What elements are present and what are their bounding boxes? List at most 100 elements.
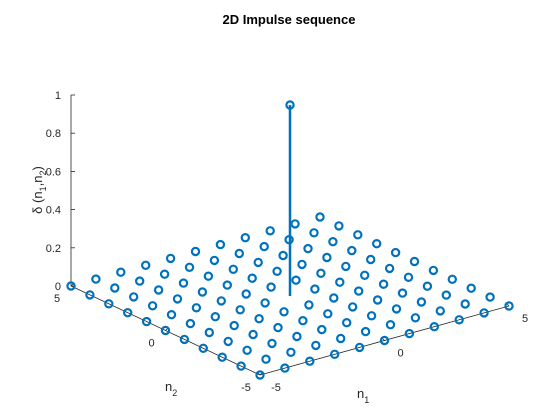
zero-marker [341, 261, 351, 272]
zero-marker [334, 221, 344, 231]
z-ticks: 0 0.2 0.4 0.6 0.8 1 [46, 90, 75, 293]
zero-marker [210, 312, 220, 322]
zero-marker [272, 266, 282, 276]
zero-marker [353, 230, 363, 240]
z-tick-label: 0.6 [46, 166, 61, 178]
zero-marker [428, 265, 439, 276]
zero-marker [322, 252, 332, 263]
zero-marker [217, 352, 227, 362]
zero-marker [198, 343, 208, 353]
zero-marker [460, 299, 470, 309]
zero-marker [291, 275, 301, 285]
z-tick-label: 0.2 [46, 243, 61, 255]
zero-marker [466, 283, 476, 293]
zero-marker [297, 259, 307, 270]
zero-marker [410, 313, 421, 323]
zero-marker [454, 315, 464, 325]
z-axis-label: δ (n1,n2) [30, 166, 48, 214]
zero-marker [360, 326, 371, 337]
zero-marker [128, 292, 139, 302]
zero-marker [153, 285, 164, 295]
zero-marker [235, 305, 245, 315]
zero-marker [197, 287, 208, 297]
zero-marker [190, 246, 201, 257]
zero-marker [255, 370, 265, 380]
zero-marker [191, 303, 202, 313]
zero-marker [234, 248, 244, 259]
zero-marker [404, 328, 415, 339]
zero-marker [91, 274, 101, 284]
zero-marker [216, 296, 226, 306]
zero-marker [298, 316, 308, 326]
n2-tick-label: 5 [54, 293, 60, 305]
zero-marker [236, 361, 246, 371]
zero-marker [147, 301, 158, 311]
z-tick-label: 1 [55, 90, 61, 102]
zero-marker [240, 232, 250, 243]
z-tick-label: 0 [55, 281, 61, 293]
zero-marker [278, 250, 288, 261]
n2-axis-label: n2 [165, 379, 177, 398]
zero-marker [242, 345, 252, 355]
zero-marker [110, 283, 120, 293]
zero-marker [247, 273, 257, 283]
zero-marker [379, 335, 390, 346]
zero-marker [391, 304, 402, 314]
zero-marker [140, 260, 151, 270]
zero-marker [435, 306, 445, 316]
zero-marker [273, 322, 283, 333]
zero-marker [354, 286, 364, 296]
zero-marker [209, 255, 220, 266]
zero-marker [134, 276, 145, 286]
zero-marker [223, 336, 233, 347]
zero-marker [311, 340, 321, 351]
zero-marker [372, 295, 383, 305]
zero-marker [166, 310, 177, 320]
n2-tick-label: -5 [241, 382, 251, 394]
zero-marker [280, 363, 290, 373]
n1-axis-label: n1 [357, 386, 369, 405]
zero-marker [416, 297, 427, 307]
impulse-marker [285, 100, 295, 110]
zero-marker [66, 281, 76, 291]
n2-tick-label: 0 [148, 338, 154, 350]
zero-marker [329, 293, 339, 303]
zero-marker [447, 274, 457, 284]
zero-marker [122, 308, 133, 318]
zero-marker [185, 318, 196, 329]
zero-marker [184, 262, 195, 272]
zero-marker [310, 284, 320, 294]
zero-marker [215, 239, 226, 250]
zero-marker [366, 311, 377, 321]
zero-marker [260, 298, 270, 308]
zero-marker [303, 243, 313, 254]
zero-marker [504, 301, 514, 311]
zero-marker [305, 356, 315, 366]
zero-marker [85, 290, 95, 300]
zero-marker [479, 308, 489, 318]
zero-marker [253, 257, 263, 268]
n1-tick-label: 0 [397, 348, 403, 360]
zero-marker [366, 254, 376, 265]
z-tick-label: 0.4 [46, 205, 61, 217]
zero-marker [172, 294, 183, 304]
z-tick-label: 0.8 [46, 128, 61, 140]
zero-marker [385, 320, 396, 330]
zero-marker [290, 219, 300, 229]
chart-title: 2D Impulse sequence [223, 12, 356, 27]
z-axis: 0 0.2 0.4 0.6 0.8 1 [46, 90, 75, 293]
zero-marker [104, 299, 114, 309]
zero-marker [229, 320, 239, 331]
zero-marker [347, 245, 357, 256]
zero-marker [203, 271, 214, 281]
zero-marker [372, 238, 382, 249]
zero-marker [328, 236, 338, 247]
zero-marker [141, 316, 152, 327]
zero-marker [265, 226, 275, 236]
zero-marker [485, 292, 495, 302]
zero-marker [304, 300, 314, 310]
zero-marker [279, 307, 289, 317]
zero-marker [286, 347, 296, 357]
zero-marker [179, 334, 190, 345]
